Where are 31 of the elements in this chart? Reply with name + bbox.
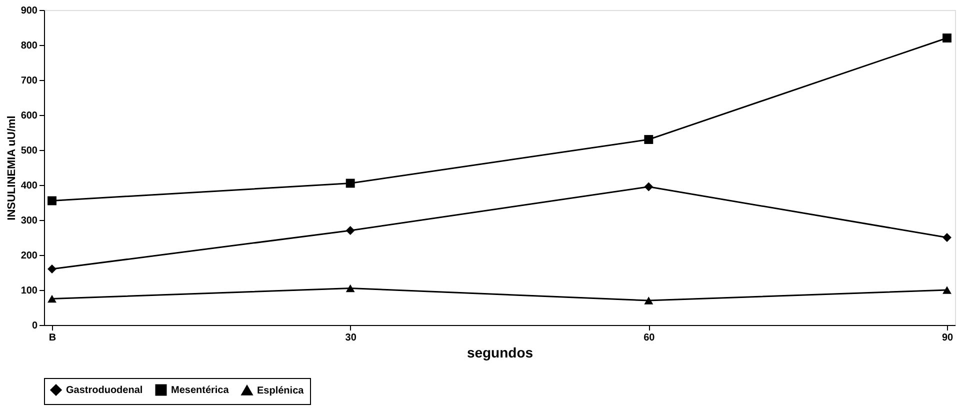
point bbox=[346, 226, 355, 235]
y-tick-label: 900 bbox=[20, 6, 38, 16]
y-tick-label: 300 bbox=[20, 216, 38, 226]
x-axis-title: segundos bbox=[466, 344, 534, 360]
point bbox=[942, 286, 952, 294]
point bbox=[48, 264, 56, 274]
point bbox=[48, 196, 56, 206]
legend-label: Gastroduodenal bbox=[66, 385, 143, 396]
y-tick-label: 100 bbox=[20, 286, 38, 296]
x-tick-label: B bbox=[48, 332, 56, 344]
point bbox=[346, 284, 355, 292]
x-tick-label: 90 bbox=[942, 332, 954, 344]
point bbox=[644, 296, 654, 304]
legend-label: Esplénica bbox=[257, 385, 304, 396]
x-tick-label: 60 bbox=[644, 332, 656, 344]
point bbox=[346, 178, 355, 188]
point bbox=[48, 294, 56, 303]
y-tick-label: 500 bbox=[20, 146, 38, 156]
y-tick-label: 600 bbox=[20, 110, 38, 122]
legend-label: Mesentérica bbox=[171, 385, 230, 396]
point bbox=[644, 135, 654, 144]
point bbox=[942, 233, 952, 242]
y-tick-label: 700 bbox=[20, 76, 38, 86]
y-tick-label: 800 bbox=[20, 40, 38, 52]
y-axis-title: INSULINEMIA uU/ml bbox=[6, 116, 18, 220]
point bbox=[942, 34, 952, 42]
point bbox=[644, 182, 654, 192]
x-tick-label: 30 bbox=[345, 332, 357, 344]
y-tick-label: 200 bbox=[20, 250, 38, 262]
y-tick-label: 0 bbox=[32, 320, 38, 332]
y-tick-label: 400 bbox=[20, 180, 38, 192]
